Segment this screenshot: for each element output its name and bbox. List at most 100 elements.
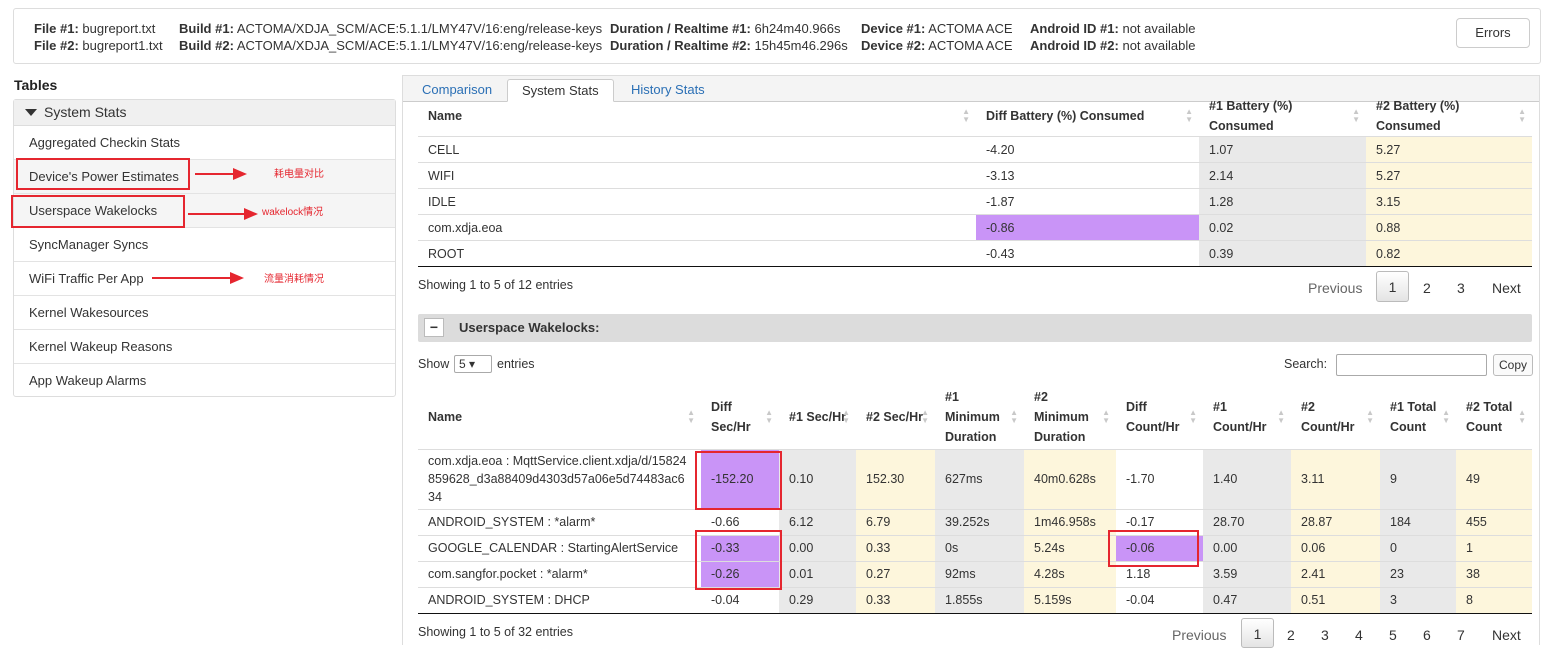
annotation-wakelock: wakelock情况	[262, 207, 324, 218]
file1-label: File #1:	[34, 21, 79, 36]
col-header-diff-battery[interactable]: Diff Battery (%) Consumed ▲ ▼	[976, 96, 1199, 137]
sidebar-item-app-wakeup-alarms[interactable]: App Wakeup Alarms	[29, 373, 147, 388]
device2-value: ACTOMA ACE	[928, 38, 1013, 53]
sort-icon: ▲ ▼	[1518, 107, 1526, 124]
sidebar-item-aggregated-checkin-stats[interactable]: Aggregated Checkin Stats	[14, 126, 395, 160]
pagination-page[interactable]: 5	[1389, 627, 1397, 643]
system-stats-group[interactable]: System Stats	[14, 100, 395, 126]
cell: 6.79	[856, 509, 935, 535]
cell-diff-sec-highlighted: -152.20	[701, 449, 779, 509]
cell-diff-highlighted: -0.86	[976, 214, 1199, 241]
pagination-page[interactable]: 7	[1457, 627, 1465, 643]
col-header[interactable]: Diff Count/Hr ▲ ▼	[1116, 385, 1203, 449]
errors-button[interactable]: Errors	[1456, 18, 1530, 48]
sort-icon: ▲ ▼	[1366, 407, 1374, 425]
tab-comparison[interactable]: Comparison	[422, 82, 493, 97]
col-header[interactable]: Diff Sec/Hr ▲ ▼	[701, 385, 779, 449]
pagination-next[interactable]: Next	[1492, 627, 1521, 643]
cell: 0.00	[779, 535, 856, 561]
header-label: #2 Battery (%) Consumed	[1376, 99, 1460, 133]
sidebar-item-userspace-wakelocks[interactable]: Userspace Wakelocks	[14, 194, 395, 228]
col-header-battery-1[interactable]: #1 Battery (%) Consumed ▲ ▼	[1199, 96, 1366, 137]
cell: 5.159s	[1024, 587, 1116, 613]
sort-icon: ▲ ▼	[765, 407, 773, 425]
cell: 0.47	[1203, 587, 1291, 613]
col-header[interactable]: #1 Total Count ▲ ▼	[1380, 385, 1456, 449]
tab-system-stats[interactable]: System Stats	[507, 79, 614, 102]
search-input[interactable]	[1336, 354, 1487, 376]
build-info: Build #1: ACTOMA/XDJA_SCM/ACE:5.1.1/LMY4…	[179, 20, 602, 54]
copy-button[interactable]: Copy	[1493, 354, 1533, 376]
pagination-previous[interactable]: Previous	[1308, 280, 1363, 296]
file2-label: File #2:	[34, 38, 79, 53]
col-header[interactable]: #1 Minimum Duration ▲ ▼	[935, 385, 1024, 449]
sort-icon: ▲ ▼	[842, 407, 850, 425]
page-length-select[interactable]: 5 ▾	[454, 355, 492, 373]
col-header[interactable]: #2 Total Count ▲ ▼	[1456, 385, 1532, 449]
col-header[interactable]: #2 Minimum Duration ▲ ▼	[1024, 385, 1116, 449]
header-label: #1 Count/Hr	[1213, 399, 1267, 434]
cell-diff: -4.20	[986, 142, 1015, 157]
cell: 6.12	[779, 509, 856, 535]
android-id2-label: Android ID #2:	[1030, 38, 1119, 53]
cell: 0.00	[1203, 535, 1291, 561]
col-header[interactable]: Name ▲ ▼	[418, 385, 701, 449]
col-header[interactable]: #1 Count/Hr ▲ ▼	[1203, 385, 1291, 449]
pagination-page[interactable]: 6	[1423, 627, 1431, 643]
table-header-row: Name ▲ ▼ Diff Battery (%) Consumed ▲ ▼ #1 Ba…	[418, 96, 1532, 137]
pagination-page[interactable]: 2	[1287, 627, 1295, 643]
section-title: Userspace Wakelocks:	[459, 320, 600, 335]
arrow-icon	[152, 272, 244, 284]
cell: 8	[1456, 587, 1532, 613]
file2-value: bugreport1.txt	[82, 38, 163, 53]
col-header-battery-2[interactable]: #2 Battery (%) Consumed ▲ ▼	[1366, 96, 1532, 137]
pagination-page[interactable]: 1	[1241, 618, 1274, 648]
cell-battery-1: 0.39	[1199, 240, 1366, 267]
cell: 0.33	[856, 535, 935, 561]
sidebar-item-syncmanager-syncs[interactable]: SyncManager Syncs	[14, 228, 395, 262]
search-label: Search:	[1284, 357, 1328, 371]
sidebar-item-kernel-wakesources[interactable]: Kernel Wakesources	[14, 296, 395, 330]
wakelocks-section-header: − Userspace Wakelocks:	[418, 314, 1532, 342]
duration1-value: 6h24m40.966s	[754, 21, 841, 36]
sidebar-item-kernel-wakeup-reasons[interactable]: Kernel Wakeup Reasons	[14, 330, 395, 364]
table-row: ROOT -0.43 0.39 0.82	[418, 240, 1532, 267]
sort-icon: ▲ ▼	[962, 107, 970, 124]
duration2-value: 15h45m46.296s	[754, 38, 848, 53]
highlight-box-diff-sec	[695, 451, 782, 510]
table-row: com.xdja.eoa : MqttService.client.xdja/d…	[418, 449, 1532, 509]
table-row: WIFI -3.13 2.14 5.27	[418, 162, 1532, 189]
col-header-name[interactable]: Name ▲ ▼	[418, 96, 976, 137]
col-header[interactable]: #1 Sec/Hr ▲ ▼	[779, 385, 856, 449]
header-label: #2 Count/Hr	[1301, 399, 1355, 434]
cell: 455	[1456, 509, 1532, 535]
sort-icon: ▲ ▼	[687, 407, 695, 425]
pagination-page[interactable]: 2	[1423, 280, 1431, 296]
collapse-button[interactable]: −	[424, 318, 444, 337]
highlight-box-diff-count	[1108, 530, 1199, 567]
pagination-page[interactable]: 3	[1321, 627, 1329, 643]
pagination-page[interactable]: 4	[1355, 627, 1363, 643]
android-id1-value: not available	[1122, 21, 1196, 36]
files-info: File #1: bugreport.txt File #2: bugrepor…	[34, 20, 163, 54]
power-table-pagination: Previous 1 2 3 Next	[1300, 270, 1532, 302]
tab-history-stats[interactable]: History Stats	[631, 82, 705, 97]
col-header[interactable]: #2 Count/Hr ▲ ▼	[1291, 385, 1380, 449]
header-label: Diff Sec/Hr	[711, 399, 751, 434]
table-row: IDLE -1.87 1.28 3.15	[418, 188, 1532, 215]
pagination-previous[interactable]: Previous	[1172, 627, 1227, 643]
cell-diff: -1.87	[986, 194, 1015, 209]
pagination-next[interactable]: Next	[1492, 280, 1521, 296]
sidebar-item-wifi-traffic[interactable]: WiFi Traffic Per App	[14, 262, 395, 296]
cell-name: GOOGLE_CALENDAR : StartingAlertService	[428, 541, 679, 555]
annotation-wifi: 流量消耗情况	[264, 274, 324, 285]
pagination-page[interactable]: 1	[1376, 271, 1409, 302]
sort-icon: ▲ ▼	[1352, 107, 1360, 124]
cell-name: com.xdja.eoa	[428, 220, 503, 235]
pagination-page[interactable]: 3	[1457, 280, 1465, 296]
cell: 2.41	[1291, 561, 1380, 587]
cell: 28.87	[1291, 509, 1380, 535]
col-header[interactable]: #2 Sec/Hr ▲ ▼	[856, 385, 935, 449]
wakelocks-table: Name ▲ ▼ Diff Sec/Hr ▲ ▼ #1 Sec/Hr ▲ ▼ #2 Sec/…	[418, 385, 1532, 614]
device1-value: ACTOMA ACE	[928, 21, 1013, 36]
